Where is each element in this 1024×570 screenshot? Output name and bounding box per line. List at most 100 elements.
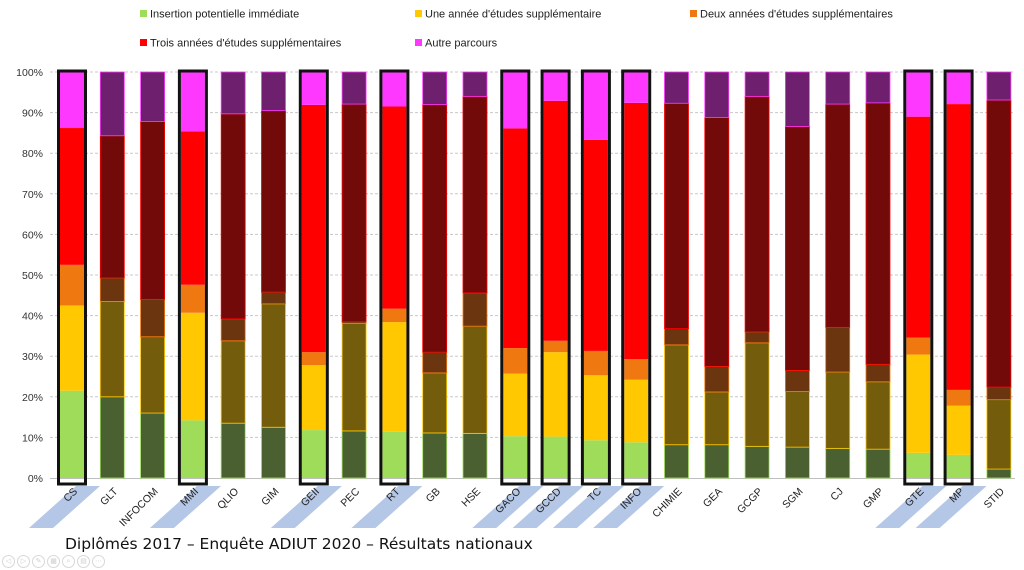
bar-segment [503, 72, 528, 129]
bar-segment [664, 444, 689, 479]
bar-stid [986, 71, 1012, 479]
bar-segment [462, 292, 488, 327]
bar-segment [865, 363, 891, 383]
bar-segment [261, 426, 286, 479]
bar-segment [825, 71, 851, 105]
legend-label: Insertion potentielle immédiate [150, 9, 299, 21]
x-tick-label: STID [982, 485, 1008, 511]
bar-segment [785, 370, 810, 392]
bar-segment [261, 291, 286, 305]
y-axis: 0% 10% 20% 30% 40% 50% 60% 70% 80% 90% 100% [16, 67, 1015, 485]
bar-segment [986, 386, 1012, 401]
bar-segment [220, 422, 246, 479]
bar-segment [906, 452, 931, 478]
bar-segment [503, 436, 528, 478]
bar-segment [624, 442, 649, 478]
bar-segment [865, 71, 891, 104]
bar-segment [341, 71, 367, 105]
bar-tc [580, 69, 611, 486]
slideshow-controls: ◁ ▷ ✎ ▦ ⌕ ▤ ⋯ [2, 555, 105, 568]
bar-segment [382, 72, 407, 107]
highlight-frame [580, 69, 611, 486]
bar-segment [543, 72, 568, 101]
y-tick-label: 40% [22, 311, 43, 323]
bar-segment [60, 305, 84, 391]
highlight-frame [57, 69, 87, 486]
y-tick-label: 20% [22, 392, 43, 404]
bar-segment [946, 389, 971, 406]
bar-segment [422, 351, 448, 374]
next-slide-icon[interactable]: ▷ [17, 555, 30, 568]
bar-glt [99, 71, 125, 479]
slides-grid-icon[interactable]: ▦ [47, 555, 60, 568]
bar-segment [341, 322, 367, 432]
subtitles-icon[interactable]: ▤ [77, 555, 90, 568]
y-tick-label: 0% [28, 473, 43, 485]
bar-segment [906, 337, 931, 355]
bar-segment [140, 298, 166, 338]
pen-icon[interactable]: ✎ [32, 555, 45, 568]
bar-gim [261, 71, 286, 479]
bar-gccd [540, 69, 571, 486]
legend-swatch [140, 39, 147, 46]
bar-segment [60, 72, 84, 129]
bar-segment [180, 131, 205, 285]
highlight-frame [943, 69, 974, 486]
bar-segment [785, 391, 810, 448]
bar-segment [946, 104, 971, 390]
bar-pec [341, 71, 367, 479]
highlight-frame [500, 69, 531, 486]
highlight-tab [270, 486, 342, 528]
bar-segment [261, 303, 286, 428]
bar-mmi [177, 69, 208, 486]
bar-segment [744, 445, 770, 479]
bar-segment [341, 103, 367, 323]
bar-segment [503, 373, 528, 437]
x-tick-label: PEC [338, 485, 362, 509]
highlight-frame [903, 69, 934, 486]
highlight-frame [177, 69, 208, 486]
zoom-icon[interactable]: ⌕ [62, 555, 75, 568]
x-tick-label: GCGP [735, 486, 765, 516]
bar-segment [624, 379, 649, 443]
bar-segment [140, 336, 166, 414]
x-tick-label: GLT [98, 485, 121, 508]
bar-segment [744, 331, 770, 344]
bar-segment [664, 328, 689, 346]
bar-segment [825, 371, 851, 449]
bar-segment [301, 365, 326, 431]
highlight-tab [29, 486, 100, 528]
bar-segment [906, 116, 931, 338]
bar-segment [140, 121, 166, 300]
bar-segment [503, 348, 528, 374]
bar-segment [301, 104, 326, 353]
bar-segment [785, 126, 810, 371]
more-icon[interactable]: ⋯ [92, 555, 105, 568]
bar-segment [422, 372, 448, 434]
legend-label: Une année d'études supplémentaire [425, 9, 601, 21]
bar-segment [60, 264, 84, 306]
bar-segment [946, 405, 971, 455]
bar-segment [99, 300, 125, 398]
bar-segment [664, 102, 689, 329]
bar-segment [704, 365, 730, 393]
highlight-tab [149, 486, 221, 528]
bar-segment [986, 71, 1012, 101]
bar-segment [583, 350, 608, 376]
bar-segment [301, 72, 326, 105]
x-tick-label: GIM [259, 486, 282, 509]
bar-gea [704, 71, 730, 479]
bar-gte [903, 69, 934, 486]
bar-hse [462, 71, 488, 479]
previous-slide-icon[interactable]: ◁ [2, 555, 15, 568]
bar-segment [422, 71, 448, 105]
bar-segment [382, 106, 407, 309]
bar-segment [704, 71, 730, 118]
highlight-frame [540, 69, 571, 486]
bar-info [621, 69, 652, 486]
bar-segment [462, 71, 488, 97]
highlight-tab [915, 486, 987, 528]
bar-segment [180, 284, 205, 313]
bar-segment [220, 318, 246, 342]
bar-segment [624, 102, 649, 360]
